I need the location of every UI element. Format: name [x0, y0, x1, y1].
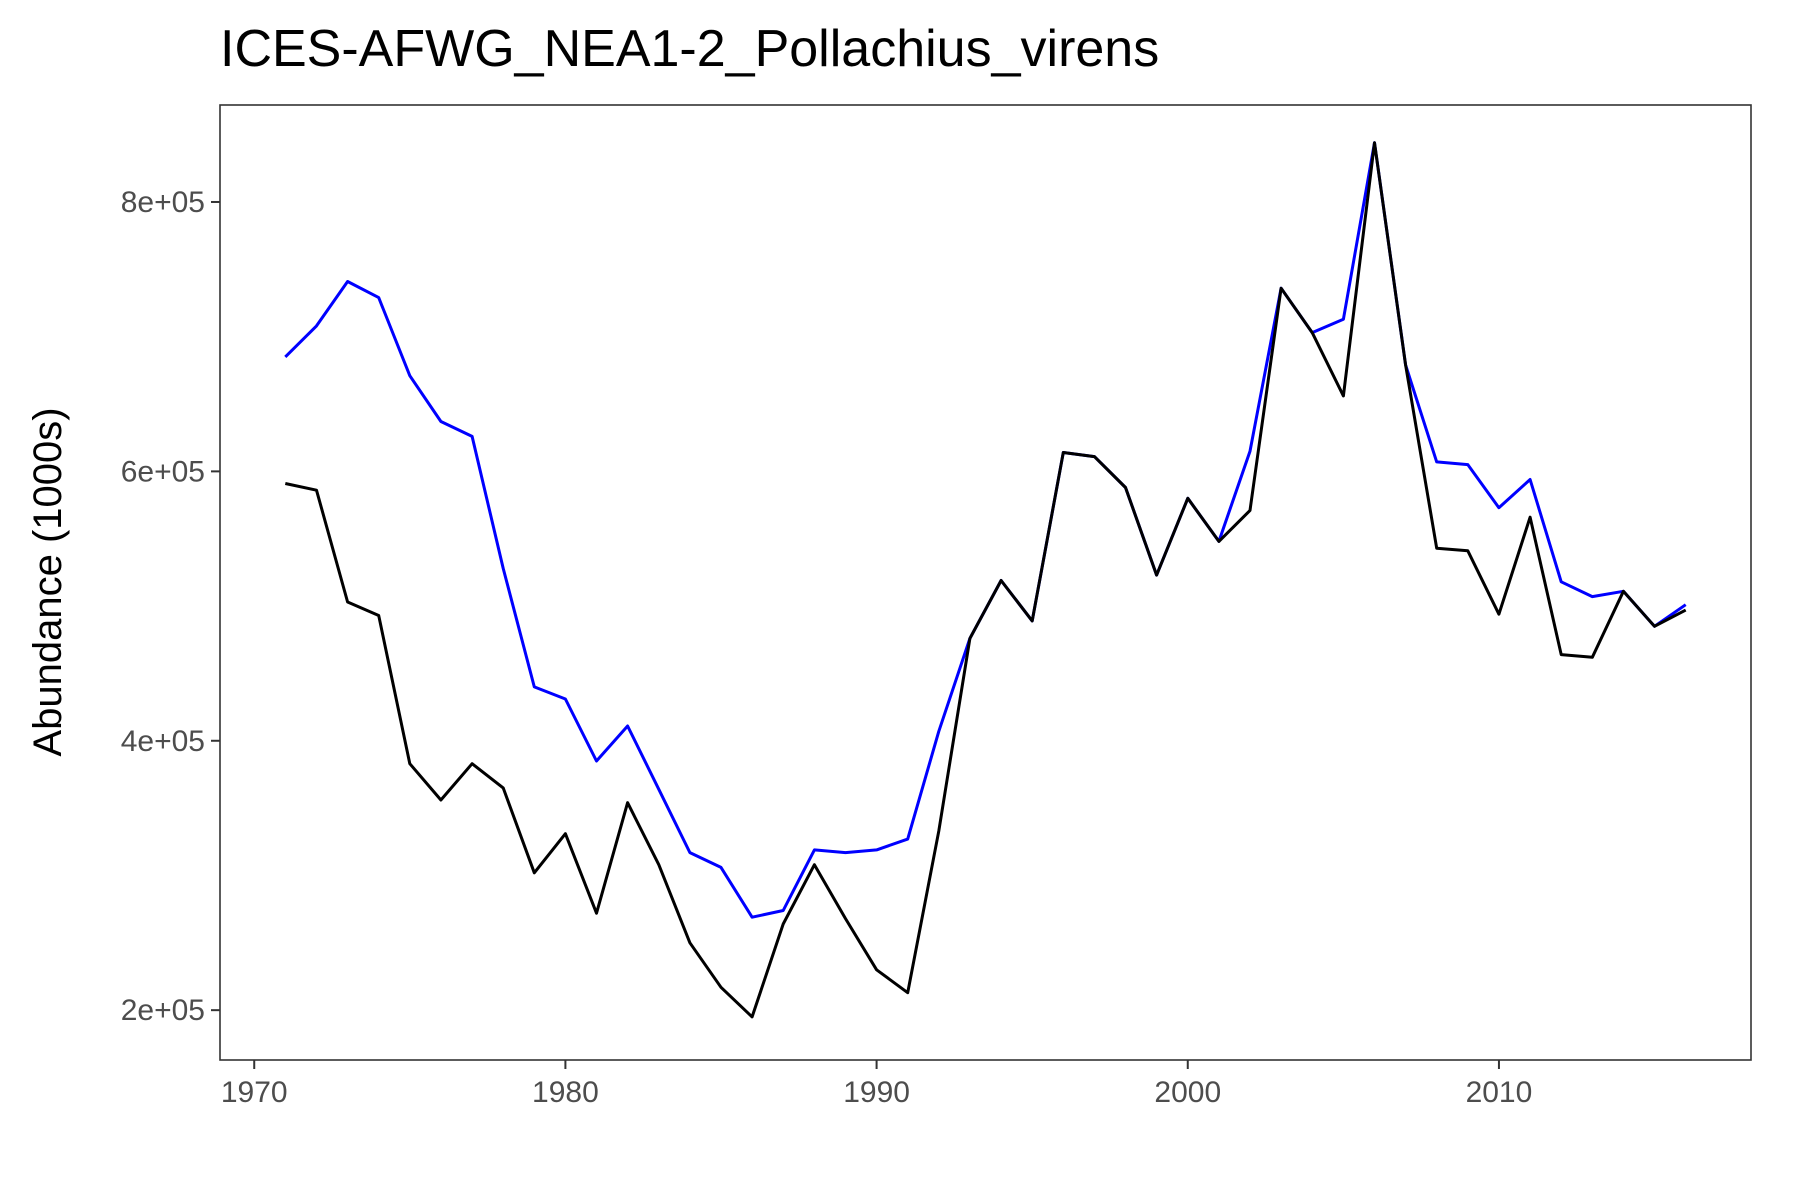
- y-tick-label: 4e+05: [121, 725, 205, 758]
- x-axis: 1970 1980 1990 2000 2010: [221, 1060, 1532, 1109]
- y-axis-label: Abundance (1000s): [26, 407, 70, 756]
- x-tick-label: 1990: [843, 1076, 910, 1109]
- y-tick-label: 8e+05: [121, 186, 205, 219]
- y-axis: 2e+05 4e+05 6e+05 8e+05: [121, 186, 220, 1027]
- x-tick-label: 1980: [532, 1076, 599, 1109]
- series-line-2: [284, 141, 1687, 1019]
- x-tick-label: 2000: [1154, 1076, 1221, 1109]
- y-tick-label: 6e+05: [121, 455, 205, 488]
- chart-title: ICES-AFWG_NEA1-2_Pollachius_virens: [220, 20, 1159, 78]
- x-tick-label: 1970: [221, 1076, 288, 1109]
- y-tick-label: 2e+05: [121, 994, 205, 1027]
- series-layer: [284, 141, 1687, 1019]
- x-tick-label: 2010: [1466, 1076, 1533, 1109]
- plot-panel: [219, 104, 1752, 1061]
